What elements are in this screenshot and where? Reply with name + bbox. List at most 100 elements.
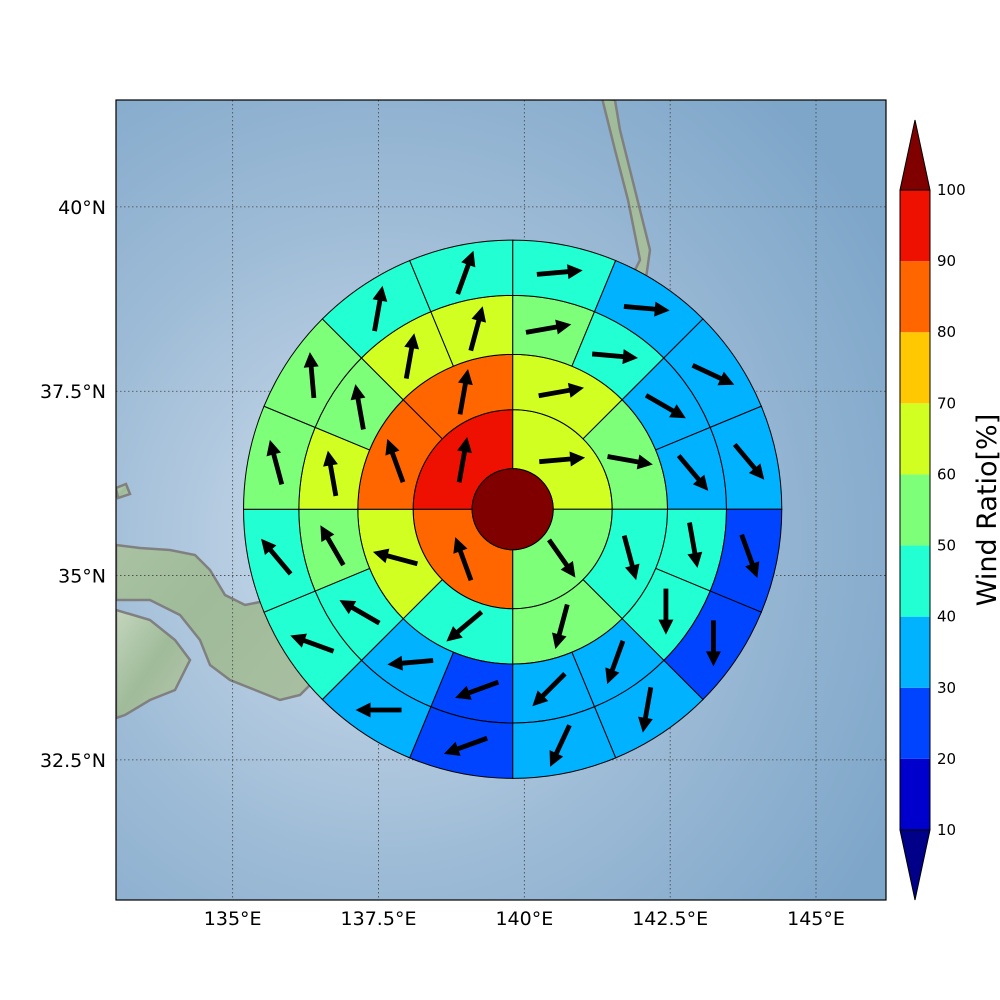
colorbar-tick-label: 100 xyxy=(937,181,966,199)
wind-vector-arrow xyxy=(0,0,8,23)
wind-vector-arrow xyxy=(607,454,653,470)
wind-vector-arrow xyxy=(320,525,346,567)
wind-vector-arrow xyxy=(303,352,319,399)
colorbar-tick-label: 60 xyxy=(937,465,956,483)
wind-vector-arrow xyxy=(468,306,487,352)
wind-vector-arrow xyxy=(644,393,686,419)
wind-vector-arrow xyxy=(455,250,476,295)
colorbar-tick-label: 80 xyxy=(937,323,956,341)
wind-vector-arrow xyxy=(456,437,472,483)
colorbar: 10 20 30 40 50 60 70 80 90 100 xyxy=(899,119,966,901)
wind-vector-arrow xyxy=(687,522,703,568)
core-disc xyxy=(471,468,554,551)
wind-vector-arrow xyxy=(621,535,640,581)
lat-tick-label: 32.5°N xyxy=(40,750,106,772)
wind-vector-arrow xyxy=(549,724,572,767)
lat-tick-label: 40°N xyxy=(58,197,106,219)
colorbar-tick-label: 10 xyxy=(937,821,956,839)
wind-vector-arrow xyxy=(261,538,293,576)
wind-vector-arrow xyxy=(0,0,8,23)
wind-vector-arrow xyxy=(446,610,484,642)
lon-tick-label: 137.5°E xyxy=(341,908,417,930)
wind-vector-arrow xyxy=(0,0,8,23)
colorbar-segment xyxy=(900,403,930,475)
wind-vector-arrow xyxy=(591,349,638,365)
wind-vector-arrow xyxy=(372,548,418,567)
wind-vector-arrow xyxy=(536,264,583,280)
wind-vector-arrow xyxy=(739,533,760,578)
wind-vector-arrow xyxy=(658,588,674,635)
wind-vector-arrow xyxy=(0,0,8,23)
wind-vector-arrow xyxy=(0,0,8,23)
colorbar-label: Wind Ratio[%] xyxy=(972,414,1000,606)
wind-vector-arrow xyxy=(453,537,474,582)
lat-tick-label: 35°N xyxy=(58,566,106,588)
wind-ratio-sectors xyxy=(243,239,783,779)
wind-vector-arrow xyxy=(623,301,670,317)
wind-vector-arrows xyxy=(0,0,765,767)
wind-vector-arrow xyxy=(539,451,586,467)
wind-vector-arrow xyxy=(0,0,8,23)
colorbar-tick-label: 40 xyxy=(937,608,956,626)
wind-vector-arrow xyxy=(372,285,388,332)
wind-vector-arrow xyxy=(732,442,765,480)
wind-vector-arrow xyxy=(385,438,406,483)
wind-vector-arrow xyxy=(350,384,366,430)
wind-vector-arrow xyxy=(290,633,335,654)
colorbar-tick-label: 30 xyxy=(937,679,956,697)
shikoku-land xyxy=(116,608,192,720)
map-frame xyxy=(115,99,887,901)
wind-vector-arrow xyxy=(0,0,8,23)
wind-vector-arrow xyxy=(0,0,8,23)
colorbar-segment xyxy=(900,190,930,262)
colorbar-tick-label: 50 xyxy=(937,537,956,555)
colorbar-segment xyxy=(900,616,930,688)
wind-vector-arrow xyxy=(705,620,721,667)
longitude-tick-labels: 135°E 137.5°E 140°E 142.5°E 145°E xyxy=(204,908,845,930)
wind-vector-arrow xyxy=(0,0,8,23)
colorbar-segment xyxy=(900,545,930,617)
wind-vector-arrow xyxy=(525,319,572,335)
lat-tick-label: 37.5°N xyxy=(40,381,106,403)
colorbar-over-extension xyxy=(899,119,931,191)
ring4-sector xyxy=(409,239,514,313)
wind-vector-arrow xyxy=(547,538,576,578)
colorbar-segment xyxy=(900,687,930,759)
lon-tick-label: 142.5°E xyxy=(632,908,708,930)
colorbar-tick-label: 70 xyxy=(937,394,956,412)
wind-vector-arrow xyxy=(0,0,8,23)
wind-vector-arrow xyxy=(605,640,626,685)
colorbar-segment xyxy=(900,474,930,546)
wind-vector-arrow xyxy=(0,0,8,23)
wind-vector-arrow xyxy=(323,450,339,497)
wind-vector-arrow xyxy=(0,0,8,23)
colorbar-tick-label: 90 xyxy=(937,252,956,270)
colorbar-segment xyxy=(900,261,930,333)
wind-vector-arrow xyxy=(532,672,567,707)
wind-vector-arrow xyxy=(0,0,8,23)
lon-tick-label: 135°E xyxy=(204,908,262,930)
wind-vector-arrow xyxy=(0,0,8,23)
colorbar-under-extension xyxy=(899,829,931,901)
wind-vector-arrow xyxy=(676,454,709,491)
wind-vector-arrow xyxy=(403,333,420,380)
wind-vector-arrow xyxy=(339,600,381,626)
colorbar-tick-label: 20 xyxy=(937,750,956,768)
lon-tick-label: 145°E xyxy=(787,908,845,930)
wind-vector-arrow xyxy=(457,369,473,415)
wind-vector-arrow xyxy=(638,686,654,733)
wind-vector-arrow xyxy=(387,655,434,671)
colorbar-outline xyxy=(899,190,931,830)
wind-vector-arrow xyxy=(443,735,488,756)
colorbar-segment xyxy=(900,758,930,830)
wind-vector-arrow xyxy=(455,679,500,700)
wind-vector-arrow xyxy=(552,603,570,649)
wind-vector-arrow xyxy=(355,702,402,718)
wind-vector-arrow xyxy=(0,0,8,23)
wind-vector-arrow xyxy=(0,0,8,23)
latitude-tick-labels: 40°N 37.5°N 35°N 32.5°N xyxy=(40,197,106,772)
colorbar-segment xyxy=(900,332,930,404)
wind-vector-arrow xyxy=(266,439,285,485)
oki-island xyxy=(116,482,132,500)
